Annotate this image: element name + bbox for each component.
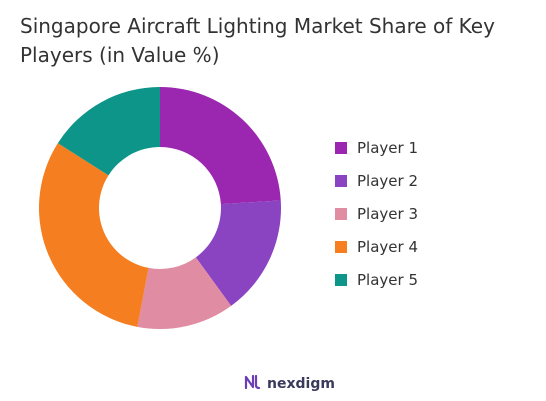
legend-label: Player 3	[357, 204, 418, 223]
chart-title: Singapore Aircraft Lighting Market Share…	[20, 14, 495, 67]
legend-label: Player 5	[357, 270, 418, 289]
donut-slice-player-1	[160, 87, 281, 205]
legend-item-player-3: Player 3	[335, 197, 418, 230]
donut-slice-player-5	[57, 87, 161, 176]
legend-label: Player 4	[357, 237, 418, 256]
legend-label: Player 2	[357, 171, 418, 190]
donut-slice-player-3	[137, 257, 232, 329]
legend-swatch	[335, 207, 347, 220]
donut-slice-player-4	[38, 143, 149, 327]
brand-name: nexdigm	[267, 376, 335, 392]
legend-swatch	[335, 240, 347, 253]
legend-swatch	[335, 273, 347, 286]
chart-legend: Player 1 Player 2 Player 3 Player 4 Play…	[335, 131, 418, 296]
legend-label: Player 1	[357, 138, 418, 157]
legend-item-player-4: Player 4	[335, 230, 418, 263]
donut-slice-player-2	[195, 200, 281, 306]
donut-slices	[38, 87, 281, 329]
nexdigm-logo-icon	[244, 374, 262, 394]
legend-item-player-2: Player 2	[335, 164, 418, 197]
legend-item-player-1: Player 1	[335, 131, 418, 164]
legend-swatch	[335, 141, 347, 154]
brand-footer: nexdigm	[244, 374, 335, 394]
legend-item-player-5: Player 5	[335, 263, 418, 296]
legend-swatch	[335, 174, 347, 187]
